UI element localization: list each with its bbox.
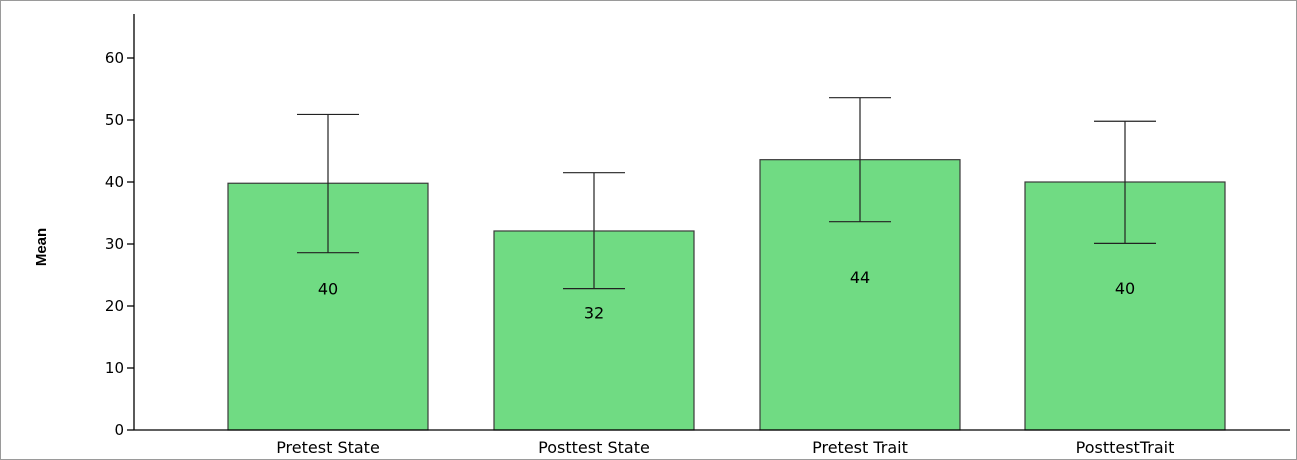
x-tick-label-0: Pretest State [276, 438, 380, 457]
data-label-2: 44 [850, 268, 870, 287]
y-tick-label: 30 [105, 235, 124, 253]
y-tick-label: 50 [105, 111, 124, 129]
data-label-0: 40 [318, 280, 338, 299]
data-labels-group: 40 32 44 40 [318, 268, 1135, 323]
x-tick-label-3: PosttestTrait [1076, 438, 1175, 457]
y-tick-label: 20 [105, 297, 124, 315]
y-tick-label: 60 [105, 49, 124, 67]
y-axis-label: Mean [33, 228, 50, 266]
y-tick-label: 10 [105, 359, 124, 377]
x-axis: Pretest State Posttest State Pretest Trait… [134, 429, 1290, 457]
error-bars-group [297, 97, 1156, 290]
y-tick-label: 0 [114, 421, 124, 439]
x-tick-label-1: Posttest State [538, 438, 650, 457]
y-tick-label: 40 [105, 173, 124, 191]
data-label-3: 40 [1115, 279, 1135, 298]
x-tick-label-2: Pretest Trait [812, 438, 908, 457]
data-label-1: 32 [584, 303, 604, 322]
y-axis: 0 10 20 30 40 50 60 [105, 14, 135, 439]
